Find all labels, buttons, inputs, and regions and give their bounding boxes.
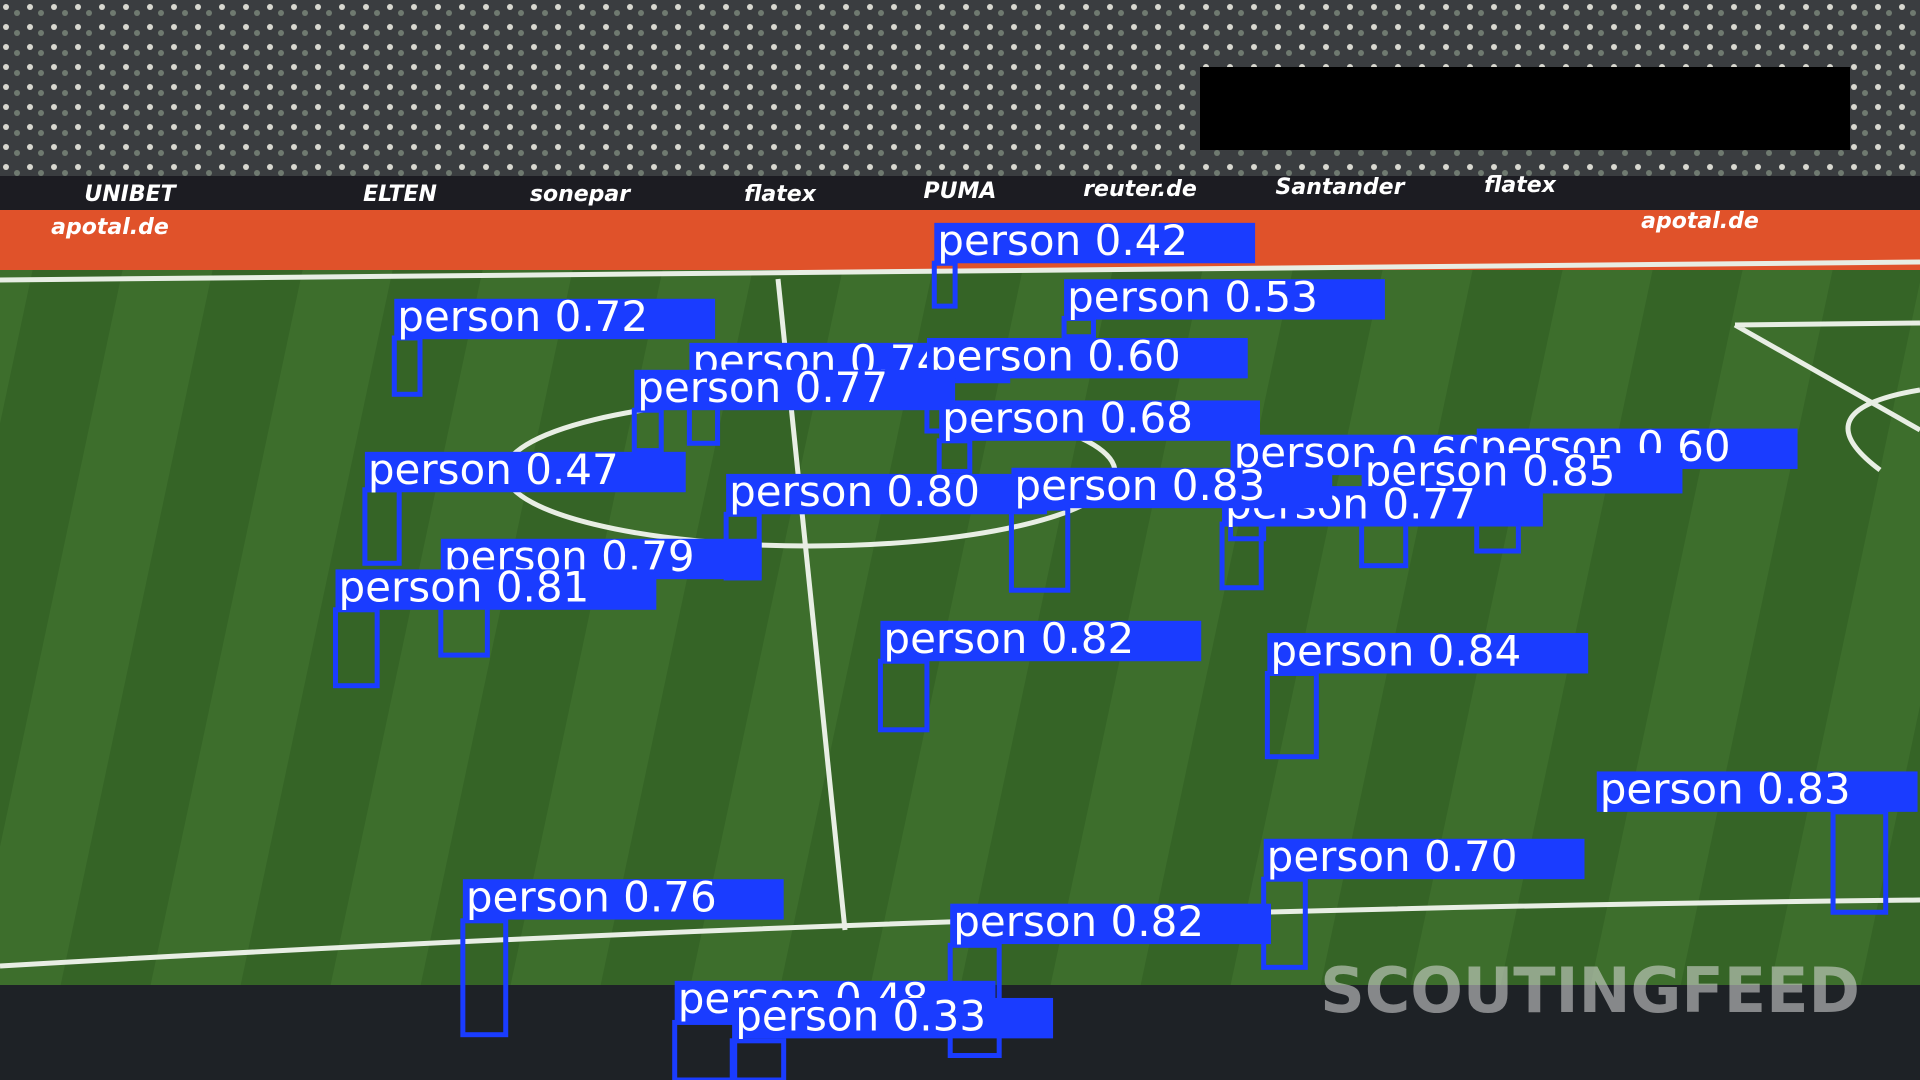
detection-label: person 0.33 (735, 991, 986, 1040)
detection-label: person 0.47 (368, 445, 619, 494)
detection: person 0.68 (936, 394, 1260, 474)
label-background (394, 298, 716, 340)
detection-label: person 0.72 (397, 292, 648, 341)
ad-text: apotal.de (51, 215, 169, 240)
detection: person 0.33 (729, 991, 1054, 1080)
detection-label: person 0.77 (637, 363, 888, 412)
detection: person 0.83 (1008, 461, 1333, 593)
label-background (1064, 279, 1385, 320)
ad-text: flatex (744, 182, 817, 207)
detection: person 0.42 (931, 216, 1256, 309)
label-background (926, 337, 1248, 379)
detection-label: person 0.70 (1267, 832, 1518, 881)
ad-texts: UNIBET ELTEN sonepar flatex PUMA reuter.de apo… (51, 173, 1759, 240)
detection-label: person 0.82 (953, 897, 1204, 946)
detection-label: person 0.82 (883, 614, 1134, 663)
detection: person 0.83 (1596, 765, 1918, 915)
ad-board-upper (0, 176, 1920, 210)
ad-text: Santander (1276, 175, 1406, 200)
detection-label: person 0.76 (466, 873, 717, 922)
detection: person 0.47 (362, 445, 686, 566)
detection-label: person 0.60 (930, 331, 1181, 380)
detection: person 0.77 (631, 363, 956, 454)
redaction-box (1200, 67, 1850, 150)
detection-label: person 0.81 (339, 563, 590, 612)
ad-text: apotal.de (1641, 209, 1759, 234)
detection: person 0.82 (947, 897, 1272, 1059)
detection-label: person 0.83 (1600, 765, 1851, 814)
label-background (950, 903, 1272, 945)
label-background (934, 222, 1256, 264)
detection-label: person 0.84 (1270, 626, 1521, 675)
label-background (462, 879, 784, 920)
ad-text: flatex (1484, 173, 1557, 198)
watermark: SCOUTINGFEED (1320, 954, 1860, 1027)
label-background (335, 569, 657, 610)
detection-label: person 0.53 (1067, 273, 1318, 322)
detection: person 0.82 (877, 614, 1202, 733)
detection: person 0.70 (1261, 832, 1585, 970)
detection: person 0.60 (924, 331, 1248, 434)
detection-label: person 0.83 (1014, 461, 1265, 510)
detection-label: person 0.68 (942, 394, 1193, 443)
label-background (1596, 771, 1918, 812)
label-background (1263, 838, 1585, 880)
ad-text: PUMA (924, 179, 997, 204)
detection: person 0.84 (1264, 626, 1589, 760)
detection: person 0.53 (1061, 273, 1385, 340)
label-background (726, 473, 1047, 515)
ad-text: reuter.de (1083, 177, 1197, 202)
label-background (1267, 633, 1589, 674)
detection: person 0.76 (460, 873, 784, 1038)
label-background (732, 997, 1054, 1039)
ad-text: sonepar (530, 182, 631, 207)
detection: person 0.72 (391, 292, 716, 397)
label-background (364, 451, 686, 493)
detection: person 0.81 (333, 563, 657, 689)
detection-label: person 0.42 (937, 216, 1188, 265)
bounding-box (460, 918, 509, 1038)
label-background (939, 400, 1260, 441)
label-background (1011, 467, 1333, 509)
label-background (880, 620, 1202, 662)
detections: person 0.42 person 0.53 person 0.72 person … (333, 216, 1918, 1080)
ad-text: UNIBET (84, 182, 177, 207)
ad-text: ELTEN (363, 182, 437, 207)
label-background (634, 369, 956, 411)
detection-label: person 0.80 (729, 467, 980, 516)
